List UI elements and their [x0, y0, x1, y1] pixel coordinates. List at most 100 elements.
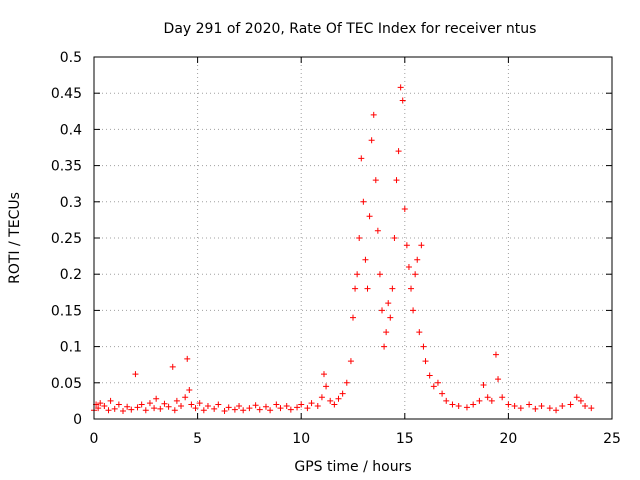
data-point — [559, 402, 566, 409]
data-point — [370, 111, 377, 118]
tick-layer: 0 0.05 0.1 0.15 0.2 0.25 0.3 0.35 0.4 0.45 0.5 0 5 10… — [51, 50, 621, 447]
data-point — [200, 407, 207, 414]
data-point — [335, 395, 342, 402]
data-point — [124, 403, 131, 410]
data-point — [399, 97, 406, 104]
data-point — [430, 383, 437, 390]
x-tick-label: 5 — [193, 431, 202, 447]
label-layer: Day 291 of 2020, Rate Of TEC Index for r… — [7, 21, 536, 475]
data-point — [161, 400, 168, 407]
data-point — [358, 155, 365, 162]
data-point — [488, 397, 495, 404]
data-point — [95, 405, 102, 412]
grid-layer — [94, 57, 612, 419]
data-point — [186, 387, 193, 394]
data-point — [267, 407, 274, 414]
data-point — [146, 400, 153, 407]
data-point — [277, 405, 284, 412]
data-point — [178, 402, 185, 409]
data-point — [401, 206, 408, 213]
data-point — [532, 405, 539, 412]
data-point — [298, 401, 305, 408]
data-point — [567, 401, 574, 408]
data-point — [204, 402, 211, 409]
data-point — [252, 402, 259, 409]
y-tick-label: 0.05 — [51, 376, 82, 392]
data-point — [221, 408, 228, 415]
data-point — [352, 285, 359, 292]
data-point — [128, 406, 135, 413]
data-point — [120, 408, 127, 415]
data-point — [517, 405, 524, 412]
data-point — [142, 407, 149, 414]
data-point — [395, 148, 402, 155]
chart-title: Day 291 of 2020, Rate Of TEC Index for r… — [164, 21, 537, 37]
data-point — [283, 402, 290, 409]
data-point — [157, 405, 164, 412]
data-point — [511, 402, 518, 409]
data-point — [372, 177, 379, 184]
data-point — [449, 401, 456, 408]
data-point — [389, 285, 396, 292]
data-point — [323, 383, 330, 390]
y-tick-label: 0.25 — [51, 231, 82, 247]
axis-frame — [93, 56, 613, 420]
data-point — [101, 402, 108, 409]
data-point — [546, 405, 553, 412]
y-tick-label: 0.4 — [60, 122, 82, 138]
data-point — [347, 358, 354, 365]
y-tick-label: 0 — [73, 412, 82, 428]
points-layer — [91, 84, 595, 415]
y-tick-label: 0.1 — [60, 340, 82, 356]
data-point — [385, 300, 392, 307]
data-point — [231, 406, 238, 413]
data-point — [211, 405, 218, 412]
data-point — [314, 402, 321, 409]
data-point — [410, 307, 417, 314]
data-point — [287, 406, 294, 413]
data-point — [418, 242, 425, 249]
x-tick-label: 0 — [90, 431, 99, 447]
data-point — [476, 397, 483, 404]
data-point — [273, 401, 280, 408]
data-point — [105, 407, 112, 414]
data-point — [383, 329, 390, 336]
data-point — [169, 363, 176, 370]
data-point — [412, 271, 419, 278]
data-point — [422, 358, 429, 365]
data-point — [196, 400, 203, 407]
data-point — [331, 401, 338, 408]
data-point — [577, 397, 584, 404]
y-tick-label: 0.2 — [60, 267, 82, 283]
data-point — [463, 404, 470, 411]
data-point — [403, 242, 410, 249]
data-point — [379, 307, 386, 314]
data-point — [262, 403, 269, 410]
data-point — [505, 401, 512, 408]
data-point — [173, 397, 180, 404]
data-point — [115, 401, 122, 408]
y-tick-label: 0.45 — [51, 86, 82, 102]
data-point — [443, 397, 450, 404]
data-point — [420, 343, 427, 350]
x-tick-label: 10 — [292, 431, 310, 447]
x-axis-label: GPS time / hours — [294, 459, 411, 475]
data-point — [376, 271, 383, 278]
data-point — [588, 405, 595, 412]
data-point — [111, 405, 118, 412]
data-point — [426, 372, 433, 379]
data-point — [360, 198, 367, 205]
data-point — [397, 84, 404, 91]
data-point — [526, 401, 533, 408]
data-point — [153, 395, 160, 402]
data-point — [364, 285, 371, 292]
data-point — [366, 213, 373, 220]
data-point — [439, 390, 446, 397]
data-point — [320, 371, 327, 378]
data-point — [387, 314, 394, 321]
y-tick-label: 0.15 — [51, 303, 82, 319]
data-point — [381, 343, 388, 350]
data-point — [339, 390, 346, 397]
y-tick-label: 0.5 — [60, 50, 82, 66]
